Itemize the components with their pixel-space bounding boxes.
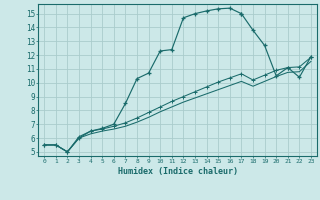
X-axis label: Humidex (Indice chaleur): Humidex (Indice chaleur) <box>118 167 238 176</box>
